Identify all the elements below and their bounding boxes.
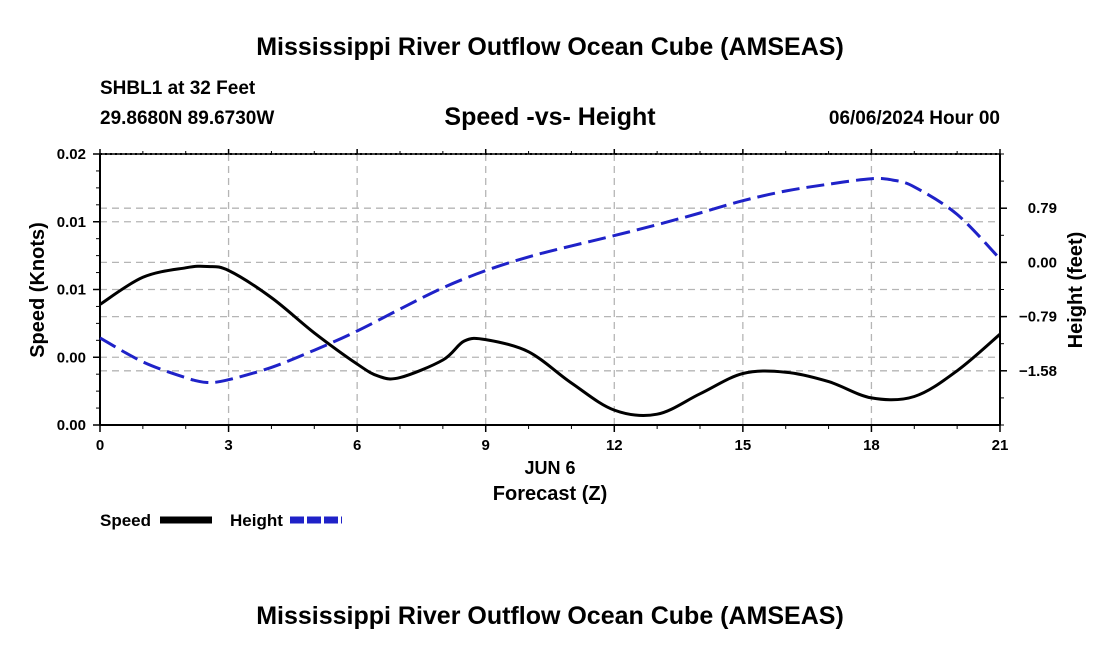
grid (100, 154, 1000, 425)
y-axis-left-title: Speed (Knots) (27, 222, 49, 358)
location-label: 29.8680N 89.6730W (100, 108, 274, 129)
chart-subtitle: Speed -vs- Height (444, 103, 656, 131)
y-left-tick-label: 0.00 (57, 417, 86, 434)
station-label: SHBL1 at 32 Feet (100, 78, 256, 99)
y-right-tick-label: 0.00 (1028, 254, 1057, 271)
y-right-tick-label: −0.79 (1019, 309, 1057, 326)
y-left-tick-label: 0.01 (57, 214, 86, 231)
y-left-tick-label: 0.02 (57, 146, 86, 163)
tick-labels: 0 3 6 9 12 15 18 21 0.00 0.00 0.01 0.01 0.02 −1.58 −0.… (57, 146, 1057, 454)
x-tick-label: 15 (735, 437, 752, 454)
x-tick-label: 3 (224, 437, 232, 454)
y-axis-right-title: Height (feet) (1065, 232, 1087, 349)
y-right-tick-label: 0.79 (1028, 200, 1057, 217)
x-tick-label: 0 (96, 437, 104, 454)
legend-height-label: Height (230, 511, 283, 530)
legend-speed-label: Speed (100, 511, 151, 530)
y-left-tick-label: 0.00 (57, 349, 86, 366)
series (99, 176, 1002, 417)
y-right-tick-label: −1.58 (1019, 363, 1057, 380)
x-axis-date: JUN 6 (524, 458, 575, 478)
legend: Speed Height (100, 511, 342, 530)
x-tick-label: 18 (863, 437, 880, 454)
chart-title: Mississippi River Outflow Ocean Cube (AM… (256, 33, 844, 61)
x-tick-label: 21 (992, 437, 1009, 454)
footer-title: Mississippi River Outflow Ocean Cube (AM… (256, 602, 844, 630)
y-left-tick-label: 0.01 (57, 282, 86, 299)
series-line-height (99, 176, 1002, 385)
x-axis-title: Forecast (Z) (493, 483, 607, 505)
x-tick-label: 6 (353, 437, 361, 454)
x-tick-label: 12 (606, 437, 623, 454)
datetime-label: 06/06/2024 Hour 00 (829, 108, 1000, 129)
x-tick-label: 9 (482, 437, 490, 454)
axis-ticks (93, 149, 1007, 432)
series-line-speed (99, 264, 1001, 417)
